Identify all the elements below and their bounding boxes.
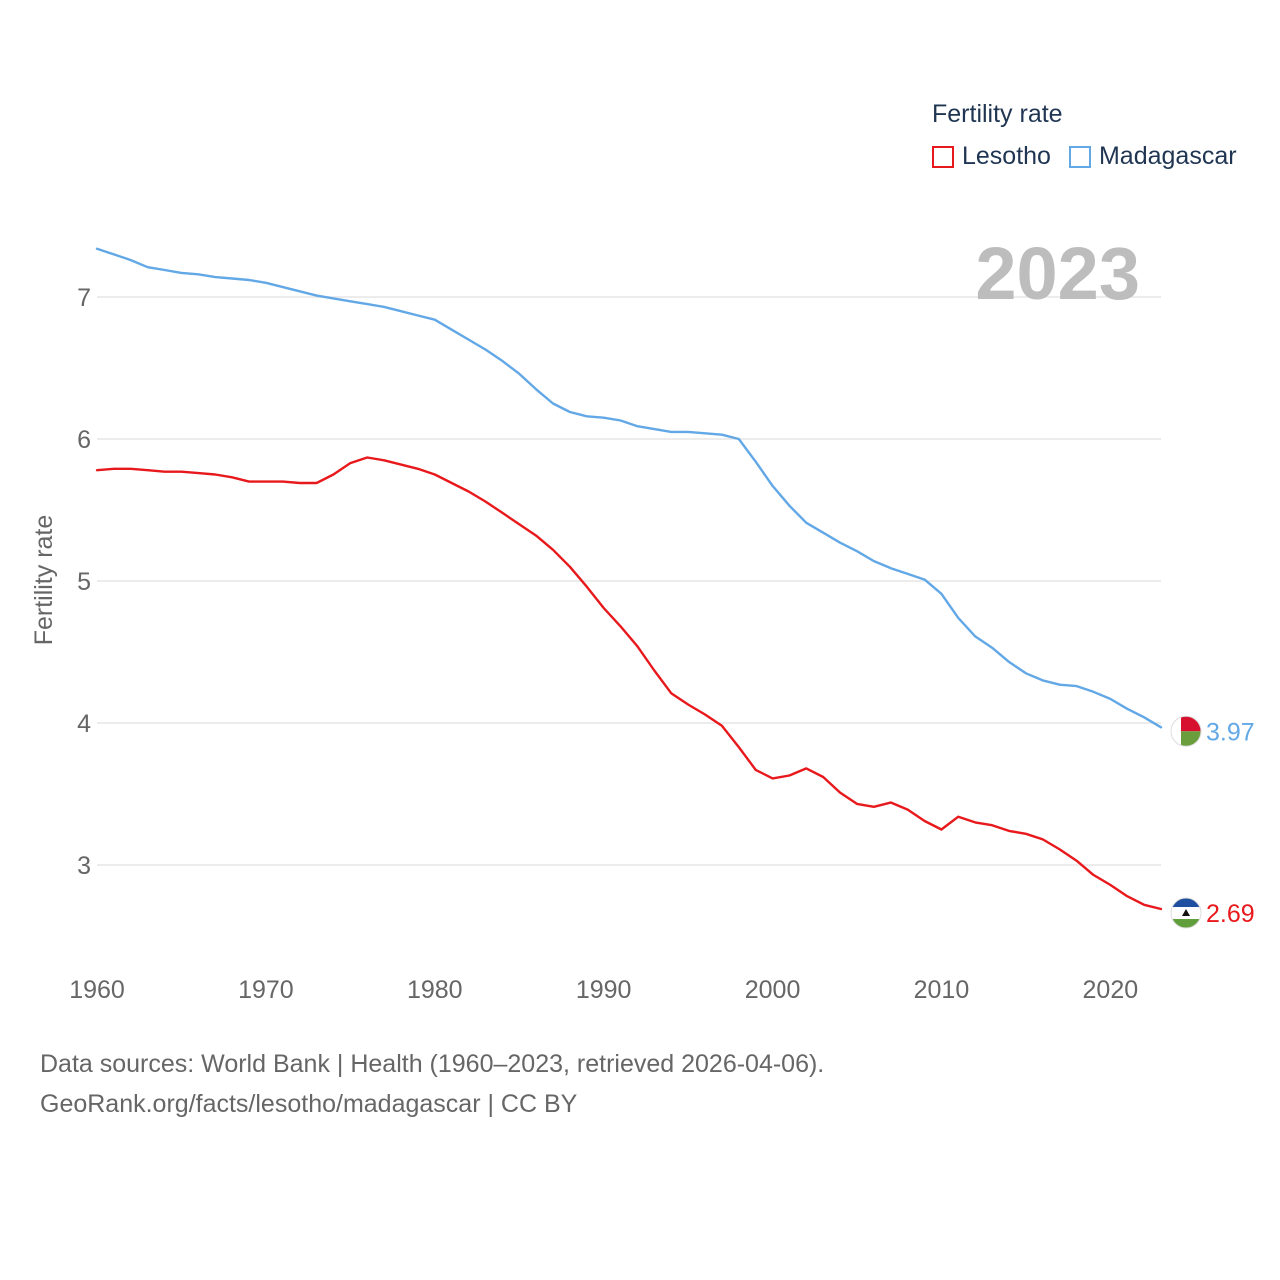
y-tick-label: 5 <box>77 568 91 596</box>
legend: Lesotho Madagascar <box>932 142 1255 171</box>
y-axis-label: Fertility rate <box>30 515 58 646</box>
lesotho-flag-icon <box>1170 897 1202 929</box>
legend-item-madagascar[interactable]: Madagascar <box>1068 142 1237 171</box>
y-tick-label: 3 <box>77 852 91 880</box>
source-line-2[interactable]: GeoRank.org/facts/lesotho/madagascar | C… <box>40 1090 578 1118</box>
series-line-lesotho <box>95 456 1163 911</box>
y-axis-ticks: 3 4 5 6 7 <box>77 284 91 880</box>
end-label-madagascar: 3.97 <box>1206 718 1255 746</box>
madagascar-flag-icon <box>1170 715 1202 747</box>
series-lines <box>95 247 1163 911</box>
legend-swatch-madagascar <box>1068 145 1091 168</box>
legend-label-lesotho: Lesotho <box>962 142 1051 170</box>
end-markers: 2.69 3.97 <box>1170 715 1255 929</box>
legend-label-madagascar: Madagascar <box>1098 142 1237 170</box>
x-tick-label: 1970 <box>238 976 294 1004</box>
year-badge: 2023 <box>975 232 1140 315</box>
x-tick-label: 2020 <box>1083 976 1139 1004</box>
series-line-madagascar <box>95 247 1163 729</box>
x-tick-label: 1960 <box>69 976 125 1004</box>
end-label-lesotho: 2.69 <box>1206 900 1255 928</box>
x-tick-label: 2010 <box>914 976 970 1004</box>
y-tick-label: 7 <box>77 284 91 312</box>
legend-item-lesotho[interactable]: Lesotho <box>932 142 1051 171</box>
y-tick-label: 6 <box>77 426 91 454</box>
x-tick-label: 1980 <box>407 976 463 1004</box>
legend-title: Fertility rate <box>932 100 1063 128</box>
x-axis-ticks: 1960 1970 1980 1990 2000 2010 2020 <box>69 976 1138 1004</box>
y-tick-label: 4 <box>77 710 91 738</box>
gridlines <box>97 296 1161 866</box>
x-tick-label: 2000 <box>745 976 801 1004</box>
x-tick-label: 1990 <box>576 976 632 1004</box>
legend-swatch-lesotho <box>932 145 954 168</box>
source-line-1: Data sources: World Bank | Health (1960–… <box>40 1050 825 1078</box>
source-note: Data sources: World Bank | Health (1960–… <box>40 1044 824 1124</box>
